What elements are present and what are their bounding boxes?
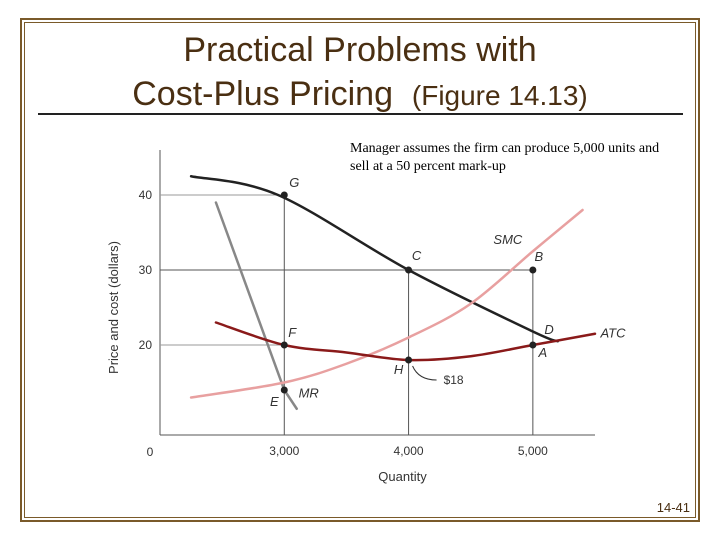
point-label-e: E <box>270 394 279 409</box>
point-e <box>280 386 288 394</box>
point-f <box>280 341 288 349</box>
x-tick-label-3000: 3,000 <box>269 444 299 458</box>
page-number: 14-41 <box>656 500 690 515</box>
point-h <box>405 356 413 364</box>
point-label-d: D <box>544 322 553 337</box>
point-g <box>280 191 288 199</box>
series-smc-curve <box>189 208 584 399</box>
slide-frame-outer <box>20 18 700 522</box>
point-label-g: G <box>289 175 299 190</box>
x-axis-label: Quantity <box>378 469 427 484</box>
point-c <box>405 266 413 274</box>
series-label-mr: MR <box>299 386 319 401</box>
x-tick-label-4000: 4,000 <box>394 444 424 458</box>
callout-label: $18 <box>444 373 464 387</box>
slide-frame-inner <box>24 22 696 518</box>
y-tick-label-40: 40 <box>139 188 153 202</box>
point-label-h: H <box>394 362 404 377</box>
callout-leader-line <box>412 365 437 381</box>
origin-label: 0 <box>147 445 154 459</box>
slide-title-line2: Cost-Plus Pricing (Figure 14.13) <box>0 74 720 116</box>
series-label-atc: ATC <box>599 326 626 341</box>
chart-annotation: Manager assumes the firm can produce 5,0… <box>350 141 660 174</box>
slide-title-line1: Practical Problems with <box>183 31 537 69</box>
y-tick-label-20: 20 <box>139 338 153 352</box>
point-label-c: C <box>412 248 422 263</box>
title-rule <box>38 113 683 115</box>
point-b <box>529 266 537 274</box>
slide-title-figure: (Figure 14.13) <box>411 80 588 111</box>
point-label-f: F <box>288 325 297 340</box>
point-a <box>529 341 537 349</box>
point-label-a: A <box>538 345 548 360</box>
x-tick-label-5000: 5,000 <box>518 444 548 458</box>
series-label-smc: SMC <box>493 232 523 247</box>
point-label-b: B <box>535 249 544 264</box>
y-axis-label: Price and cost (dollars) <box>106 241 121 374</box>
y-tick-label-30: 30 <box>139 263 153 277</box>
series-d-curve <box>189 175 559 343</box>
slide-title-main: Cost-Plus Pricing <box>132 75 393 113</box>
